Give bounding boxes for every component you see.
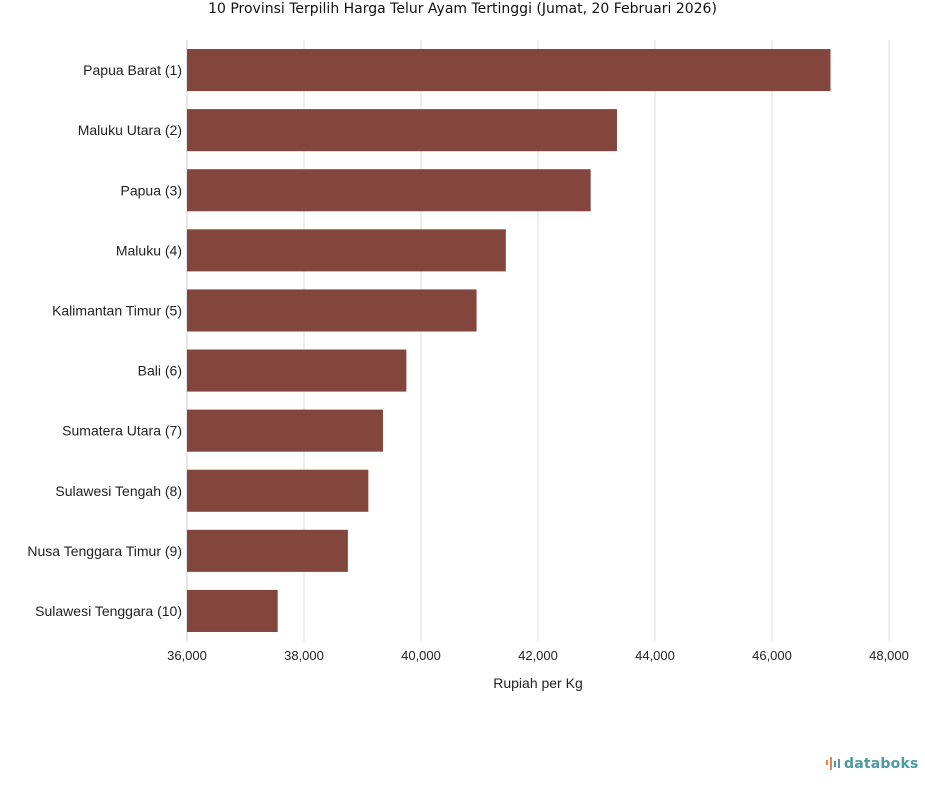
category-label: Nusa Tenggara Timur (9): [27, 543, 182, 559]
bar[interactable]: [187, 469, 369, 512]
category-label: Sumatera Utara (7): [62, 423, 182, 439]
x-tick-label: 38,000: [284, 648, 324, 663]
bar[interactable]: [187, 109, 617, 152]
category-label: Maluku (4): [116, 242, 182, 258]
category-label: Sulawesi Tenggara (10): [35, 603, 182, 619]
x-tick-label: 40,000: [401, 648, 441, 663]
bar[interactable]: [187, 169, 591, 212]
category-label: Kalimantan Timur (5): [52, 302, 182, 318]
x-tick-labels: 36,000 38,000 40,000 42,000 44,000 46,000 48,0…: [167, 648, 909, 663]
bar[interactable]: [187, 289, 477, 332]
databoks-logo-icon: [826, 757, 840, 770]
x-tick-label: 42,000: [518, 648, 558, 663]
x-tick-label: 44,000: [635, 648, 675, 663]
category-label: Bali (6): [138, 363, 182, 379]
bar[interactable]: [187, 229, 506, 272]
databoks-brand: databoks: [824, 753, 919, 775]
x-axis-label: Rupiah per Kg: [493, 675, 583, 691]
bars: [187, 49, 831, 632]
x-tick-label: 48,000: [869, 648, 909, 663]
bar[interactable]: [187, 49, 831, 92]
databoks-brand-name: databoks: [844, 756, 919, 772]
bar[interactable]: [187, 349, 407, 392]
bar[interactable]: [187, 589, 278, 632]
bar[interactable]: [187, 409, 383, 452]
bar[interactable]: [187, 529, 348, 572]
x-tick-label: 36,000: [167, 648, 207, 663]
category-label: Papua (3): [121, 182, 182, 198]
category-label: Maluku Utara (2): [78, 122, 182, 138]
category-label: Sulawesi Tengah (8): [55, 483, 182, 499]
category-labels: Papua Barat (1) Maluku Utara (2) Papua (3)…: [27, 62, 182, 619]
category-label: Papua Barat (1): [83, 62, 182, 78]
chart-title: 10 Provinsi Terpilih Harga Telur Ayam Te…: [208, 1, 717, 17]
x-tick-label: 46,000: [752, 648, 792, 663]
